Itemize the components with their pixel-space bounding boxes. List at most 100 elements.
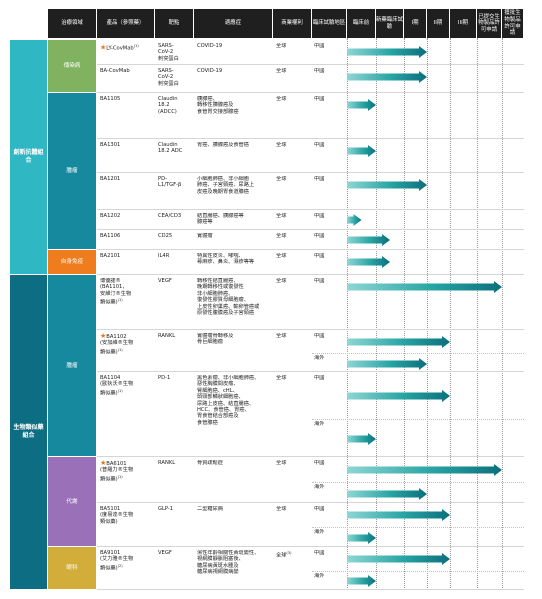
indication-cell: COVID-19 [197, 68, 223, 74]
sub-oncology: 腫瘤 [48, 93, 96, 249]
header-cell: 已提交生物製品許可申請 [477, 9, 501, 38]
rights-cell: 全球 [276, 375, 312, 385]
region-cell: 中國 [314, 142, 325, 148]
row-divider [97, 456, 524, 457]
table-row: BA5101 (度易達®生物 類似藥) GLP-1 二型糖尿病 全球 中國 [97, 503, 524, 547]
product-label: BA5101 (度易達®生物 類似藥) [100, 506, 134, 525]
table-row: BA1202 CEA/CD3 結直腸癌、胰腺癌等 腺癌等 全球 中國 [97, 210, 524, 230]
header-cell: 適應症 [194, 9, 272, 38]
header-cell: 治療領域 [48, 9, 96, 38]
region-cell: 中國 [314, 460, 325, 466]
stage-arrow [347, 335, 450, 348]
footnote-marker: (1) [117, 347, 123, 352]
target-cell: Claudin 18.2 (ADCC) [158, 96, 178, 115]
rights-label: 全球 [276, 375, 287, 381]
product-label: BA1106 [100, 233, 121, 239]
target-cell: PD-1 [158, 375, 171, 381]
product-label: BA1105 [100, 96, 121, 102]
product-label: BA1104 (歐狄沃®生物 類似藥) [100, 375, 134, 397]
stage-arrow [347, 281, 502, 293]
header-cell: 獲批生物製品許可申請 [502, 9, 523, 38]
stage-lane [427, 38, 428, 590]
target-cell: VEGF [158, 278, 172, 284]
table-row: BA2101 IL4R 特異性皮炎、哮喘、 蕁麻疹、鼻炎、濕疹等等 全球 中國 [97, 250, 524, 275]
stage-lane [502, 38, 503, 590]
stage-arrow [347, 99, 376, 111]
region-divider [312, 527, 524, 529]
product-name: BA1104 (歐狄沃®生物 類似藥)(1) [100, 375, 156, 456]
indication-cell: 特異性皮炎、哮喘、 蕁麻疹、鼻炎、濕疹等等 [197, 253, 255, 266]
sub-oncology-biosimilar: 腫瘤 [48, 275, 96, 456]
stage-lane [376, 38, 377, 590]
indication-cell: 濕性年齡相關性黃斑變性、 視網膜靜脈阻塞後、 糖尿病黃斑水腫及 糖尿病視網膜病變 [197, 550, 260, 576]
rights-cell: 全球 [276, 68, 312, 78]
target-cell: GLP-1 [158, 506, 174, 512]
region-divider [312, 570, 524, 572]
region-divider [312, 482, 524, 484]
stage-arrow [347, 463, 502, 476]
stage-arrow [347, 256, 390, 268]
row-divider [97, 229, 524, 230]
rights-label: 全球 [276, 176, 287, 182]
rights-label: 全球 [276, 278, 287, 284]
target-cell: SARS- CoV-2 刺突蛋白 [158, 68, 179, 87]
sub-ophthalmology: 眼科 [48, 547, 96, 589]
table-row: 博優諾® (BA1101， 安維汀®生物 類似藥)(1) VEGF 轉移性結直腸癌、… [97, 275, 524, 330]
footnote-marker: (3) [286, 551, 292, 555]
region-cell: 中國 [314, 375, 325, 381]
table-row: BA1301 Claudin 18.2 ADC 胃癌、胰腺癌及食管癌 全球 中國 [97, 139, 524, 173]
stage-lane [477, 38, 478, 590]
table-row: ★BA1102 (安加維®生物 類似藥)(1) RANKL 實體瘤骨轉移及 骨巨細胞… [97, 330, 524, 372]
row-divider [97, 92, 524, 93]
table-row: BA1105 Claudin 18.2 (ADCC) 胰腺癌、 轉移性胰腺癌及 食管… [97, 93, 524, 139]
region-cell: 中國 [314, 233, 325, 239]
row-divider [97, 209, 524, 210]
rights-label: 全球 [276, 213, 287, 219]
header-cell: 靶點 [155, 9, 193, 38]
region-cell-overseas: 海外 [314, 420, 325, 427]
stage-arrow [347, 179, 427, 191]
sub-infectious: 傳染病 [48, 40, 96, 92]
highlight-star-icon: ★ [100, 43, 107, 52]
stage-lane [347, 38, 348, 590]
footnote-marker: (1) [133, 44, 139, 48]
product-name: BA-CovMab [100, 68, 156, 92]
table-row: BA1104 (歐狄沃®生物 類似藥)(1) PD-1 黑色素瘤、非小細胞肺癌、 惡… [97, 372, 524, 457]
header-cell: 商業權利 [273, 9, 311, 38]
region-cell-overseas: 海外 [314, 355, 325, 362]
stage-arrow [347, 214, 362, 226]
indication-cell: 小細胞肺癌、非小細胞 肺癌、子宮頸癌、尿路上 皮癌及晚期胃食道腺癌 [197, 176, 255, 195]
rights-label: 全球 [276, 233, 287, 239]
product-name: BA2101 [100, 253, 156, 274]
target-cell: Claudin 18.2 ADC [158, 142, 183, 155]
row-divider [97, 329, 524, 330]
footnote-marker: (2) [117, 563, 123, 568]
rights-label: 全球 [276, 333, 287, 339]
region-cell: 中國 [314, 176, 325, 182]
stage-arrow [347, 145, 376, 157]
stage-arrow [347, 234, 390, 246]
rights-label: 全球 [276, 142, 287, 148]
product-name: BA9101 (艾力雅®生物 類似藥)(2) [100, 550, 156, 589]
target-cell: IL4R [158, 253, 170, 259]
product-label: BA9101 (艾力雅®生物 類似藥) [100, 550, 134, 572]
footnote-marker: (1) [117, 298, 123, 303]
target-cell: RANKL [158, 460, 176, 466]
header-cell: 新藥臨床試驗 [376, 9, 403, 38]
sub-metabolic: 代謝 [48, 457, 96, 546]
table-row: BA9101 (艾力雅®生物 類似藥)(2) VEGF 濕性年齡相關性黃斑變性、 視… [97, 547, 524, 590]
product-name: BA1301 [100, 142, 156, 172]
product-name: BA1105 [100, 96, 156, 138]
header-cell: 產品（參照藥） [97, 9, 154, 38]
header-cell: III期 [450, 9, 476, 38]
rights-label: 全球 [276, 460, 287, 466]
category-biosimilar: 生物類似藥組合 [10, 275, 47, 589]
indication-cell: COVID-19 [197, 43, 223, 49]
product-label: BA6101 (普羅力®生物 類似藥) [100, 461, 134, 483]
product-label: LY-CovMab [106, 45, 134, 52]
rights-label: 全球 [276, 96, 287, 102]
rights-cell: 全球(3) [276, 550, 312, 560]
rights-cell: 全球 [276, 142, 312, 152]
row-divider [97, 502, 524, 503]
indication-cell: 實體瘤 [197, 233, 213, 239]
